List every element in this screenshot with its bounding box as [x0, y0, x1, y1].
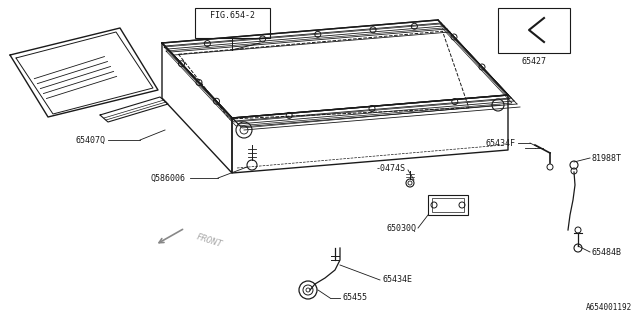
Text: 65427: 65427 [522, 57, 547, 66]
Text: Q586006: Q586006 [150, 173, 185, 182]
Text: -0474S: -0474S [376, 164, 406, 172]
Text: 65434E: 65434E [382, 276, 412, 284]
Text: FRONT: FRONT [195, 232, 223, 249]
Text: 81988T: 81988T [592, 154, 622, 163]
Bar [432, 198, 464, 212]
Text: 65434F: 65434F [486, 139, 516, 148]
Bar [498, 8, 570, 53]
Text: FIG.654-2: FIG.654-2 [209, 11, 255, 20]
Text: 65484B: 65484B [592, 247, 622, 257]
Text: 65407Q: 65407Q [75, 135, 105, 145]
Bar [195, 8, 270, 38]
Text: 65030Q: 65030Q [386, 223, 416, 233]
Text: 65455: 65455 [342, 293, 367, 302]
Bar [428, 195, 468, 215]
Text: A654001192: A654001192 [586, 303, 632, 312]
